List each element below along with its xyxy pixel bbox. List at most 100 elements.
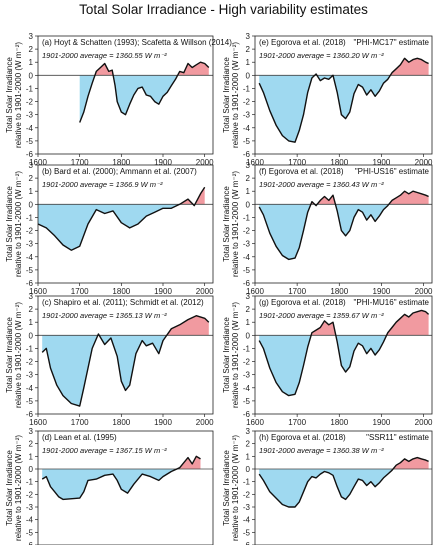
y-tick-label: -5	[26, 528, 34, 537]
x-tick-label: 1900	[154, 418, 172, 427]
y-tick-label: -5	[243, 397, 251, 406]
y-tick-label: -1	[243, 478, 251, 487]
y-tick-label: 1	[29, 187, 34, 196]
y-tick-label: 1	[29, 318, 34, 327]
y-tick-label: -5	[243, 137, 251, 146]
x-tick-label: 1700	[288, 418, 306, 427]
x-tick-label: 1900	[373, 418, 391, 427]
y-tick-label: 0	[29, 71, 34, 80]
y-tick-label: 2	[246, 174, 251, 183]
y-tick-label: 2	[29, 174, 34, 183]
y-axis-label-line: Total Solar Irradiance	[222, 186, 231, 262]
y-tick-label: 0	[246, 200, 251, 209]
y-axis-label: Total Solar Irradiancerelative to 1901-2…	[5, 171, 23, 277]
y-tick-label: -2	[243, 490, 251, 499]
y-axis-label-line: Total Solar Irradiance	[5, 57, 14, 133]
x-tick-label: 1700	[71, 418, 89, 427]
y-axis-label-line: relative to 1901-2000 (W m⁻²)	[231, 42, 240, 148]
chart-panel-g: -6 -5 -4 -3 -2 -1 0 1 2 3 1600 1700 1800 1900 2000 Tota…	[222, 292, 433, 427]
y-tick-label: -5	[26, 137, 34, 146]
y-tick-label: -6	[243, 541, 251, 545]
panel-label: (h) Egorova et al. (2018)	[259, 433, 346, 442]
average-label: 1901-2000 average = 1359.67 W m⁻²	[259, 311, 384, 320]
average-label: 1901-2000 average = 1360.43 W m⁻²	[259, 180, 384, 189]
y-axis-label-line: Total Solar Irradiance	[222, 57, 231, 133]
y-tick-label: -2	[243, 227, 251, 236]
y-tick-label: -4	[243, 516, 251, 525]
tsi-series-line	[79, 61, 210, 123]
chart-panel-c: -6 -5 -4 -3 -2 -1 0 1 2 3 1600 1700 1800 1900 2000 Tota…	[5, 292, 214, 427]
y-tick-label: 3	[29, 427, 34, 436]
y-tick-label: -4	[243, 384, 251, 393]
tsi-series-line	[37, 186, 206, 251]
y-tick-label: -2	[243, 358, 251, 367]
y-tick-label: -1	[26, 344, 34, 353]
x-tick-label: 1900	[373, 158, 391, 167]
y-axis-label: Total Solar Irradiancerelative to 1901-2…	[222, 42, 240, 148]
chart-panel-d: -6-5-4-3-2-1012316001700180019002000Tota…	[5, 427, 214, 545]
x-tick-label: 1900	[154, 287, 172, 296]
x-tick-label: 1700	[71, 158, 89, 167]
tsi-series-line	[258, 57, 429, 143]
y-axis-label-line: relative to 1901-2000 (W m⁻²)	[231, 302, 240, 408]
panel-label: (b) Bard et al. (2000); Ammann et al. (2…	[42, 167, 197, 176]
estimate-label: "PHI-US16" estimate	[355, 167, 430, 176]
y-tick-label: -3	[243, 240, 251, 249]
panel-label: (f) Egorova et al. (2018)	[259, 167, 344, 176]
y-axis-label-line: relative to 1901-2000 (W m⁻²)	[231, 171, 240, 277]
y-tick-label: -4	[243, 253, 251, 262]
x-tick-label: 1600	[246, 418, 264, 427]
x-tick-label: 1800	[112, 287, 130, 296]
y-tick-label: -3	[243, 503, 251, 512]
x-tick-label: 1900	[154, 158, 172, 167]
tsi-series-line	[41, 455, 201, 501]
y-axis-label-line: relative to 1901-2000 (W m⁻²)	[14, 302, 23, 408]
y-axis-label-line: Total Solar Irradiance	[5, 450, 14, 526]
y-tick-label: -1	[243, 84, 251, 93]
plot-frame	[254, 164, 433, 284]
x-tick-label: 2000	[196, 158, 214, 167]
y-axis-label-line: relative to 1901-2000 (W m⁻²)	[14, 171, 23, 277]
y-tick-label: -6	[26, 541, 34, 545]
y-tick-label: -2	[26, 490, 34, 499]
y-tick-label: -5	[243, 266, 251, 275]
y-tick-label: 0	[246, 331, 251, 340]
y-tick-label: -2	[243, 98, 251, 107]
y-tick-label: 1	[246, 318, 251, 327]
y-tick-label: -4	[26, 124, 34, 133]
positive-anomaly-area	[259, 310, 429, 336]
y-tick-label: 2	[246, 45, 251, 54]
panel-label: (a) Hoyt & Schatten (1993); Scafetta & W…	[42, 38, 232, 47]
y-tick-label: 3	[246, 32, 251, 41]
y-axis-label: Total Solar Irradiancerelative to 1901-2…	[222, 302, 240, 408]
plot-frame	[254, 430, 433, 545]
y-axis-label-line: relative to 1901-2000 (W m⁻²)	[14, 42, 23, 148]
y-tick-label: -1	[26, 213, 34, 222]
x-tick-label: 1600	[246, 287, 264, 296]
x-tick-label: 1700	[71, 287, 89, 296]
y-tick-label: 2	[29, 440, 34, 449]
estimate-label: "PHI-MU16" estimate	[354, 298, 430, 307]
y-tick-label: 3	[246, 292, 251, 301]
y-tick-label: -6	[243, 150, 251, 159]
y-tick-label: -4	[26, 384, 34, 393]
y-tick-label: -1	[243, 344, 251, 353]
y-tick-label: -3	[243, 111, 251, 120]
y-tick-label: 1	[246, 187, 251, 196]
y-tick-label: -4	[26, 253, 34, 262]
average-label: 1901-2000 average = 1360.38 W m⁻²	[259, 446, 384, 455]
y-axis-label: Total Solar Irradiancerelative to 1901-2…	[222, 435, 240, 541]
y-tick-label: 0	[29, 200, 34, 209]
y-tick-label: 3	[29, 32, 34, 41]
average-label: 1901-2000 average = 1365.13 W m⁻²	[42, 311, 167, 320]
x-tick-label: 1600	[29, 158, 47, 167]
y-tick-label: 1	[29, 452, 34, 461]
y-axis-label-line: relative to 1901-2000 (W m⁻²)	[231, 435, 240, 541]
y-tick-label: 2	[29, 305, 34, 314]
average-label: 1901-2000 average = 1367.15 W m⁻²	[42, 446, 167, 455]
y-tick-label: -5	[243, 528, 251, 537]
y-tick-label: 3	[246, 161, 251, 170]
